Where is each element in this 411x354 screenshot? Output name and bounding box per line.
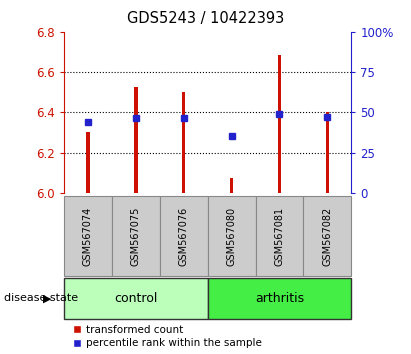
Bar xyxy=(208,278,351,319)
Bar xyxy=(64,196,112,276)
Bar xyxy=(208,196,256,276)
Text: GDS5243 / 10422393: GDS5243 / 10422393 xyxy=(127,11,284,25)
Text: GSM567082: GSM567082 xyxy=(323,207,332,266)
Text: arthritis: arthritis xyxy=(255,292,304,305)
Bar xyxy=(303,196,351,276)
Bar xyxy=(182,92,185,193)
Text: disease state: disease state xyxy=(4,293,78,303)
Bar xyxy=(86,132,90,193)
Bar xyxy=(277,55,282,193)
Text: GSM567081: GSM567081 xyxy=(275,207,284,266)
Bar xyxy=(326,113,329,193)
Legend: transformed count, percentile rank within the sample: transformed count, percentile rank withi… xyxy=(69,321,266,352)
Text: ▶: ▶ xyxy=(43,293,51,303)
Text: GSM567080: GSM567080 xyxy=(226,207,236,266)
Text: control: control xyxy=(114,292,157,305)
Bar xyxy=(64,278,208,319)
Text: GSM567075: GSM567075 xyxy=(131,207,141,266)
Text: GSM567076: GSM567076 xyxy=(179,207,189,266)
Text: GSM567074: GSM567074 xyxy=(83,207,92,266)
Bar xyxy=(134,87,138,193)
Bar xyxy=(256,196,303,276)
Bar xyxy=(112,196,159,276)
Bar xyxy=(230,178,233,193)
Bar xyxy=(159,196,208,276)
